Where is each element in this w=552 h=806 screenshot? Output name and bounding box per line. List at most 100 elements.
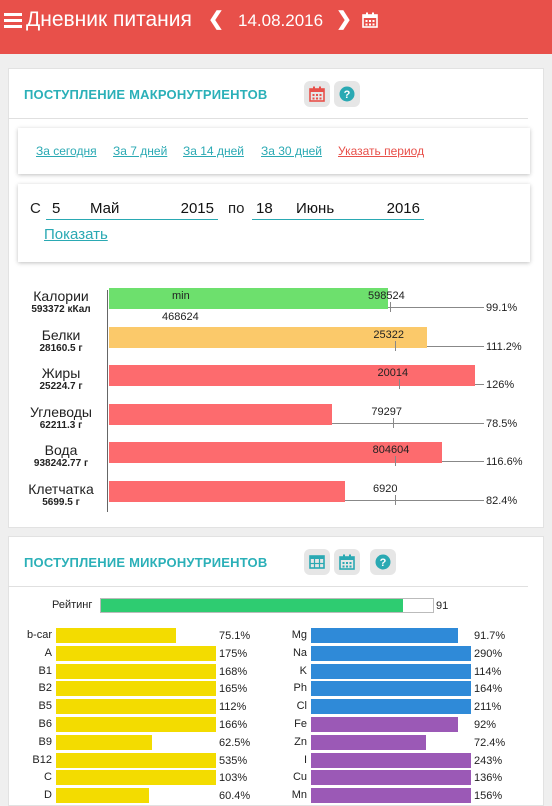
micro-name: Mg: [291, 629, 307, 641]
micro-row: Mg 91.7%: [0, 628, 552, 643]
macronutrients-header: ПОСТУПЛЕНИЕ МАКРОНУТРИЕНТОВ ?: [8, 69, 528, 119]
show-link[interactable]: Показать: [44, 226, 108, 243]
norm-tick: [394, 456, 396, 466]
micro-row: Na 290%: [0, 645, 552, 661]
to-label: по: [228, 200, 245, 217]
micronutrients-title: ПОСТУПЛЕНИЕ МИКРОНУТРИЕНТОВ: [24, 555, 268, 570]
micro-row: Cl 211%: [0, 699, 552, 715]
macro-value: 593372 кКал: [31, 304, 91, 315]
micro-row: Zn 72.4%: [0, 734, 552, 750]
chevron-right-icon[interactable]: ❯: [336, 9, 352, 30]
macro-value: 5699.5 г: [42, 496, 80, 508]
rating-label: Рейтинг: [52, 599, 93, 611]
macro-name: Белки: [41, 326, 81, 343]
norm-value: 25322: [373, 328, 404, 341]
help-button[interactable]: ?: [370, 549, 396, 575]
micro-row: B9 62.5%: [0, 734, 552, 750]
micronutrients-header: ПОСТУПЛЕНИЕ МИКРОНУТРИЕНТОВ ?: [8, 537, 528, 587]
macro-row: Жиры 25224.7 г 20014 126%: [16, 365, 536, 401]
calendar-button[interactable]: [304, 81, 330, 107]
micro-name: Mn: [291, 789, 307, 802]
from-year-field[interactable]: 2015: [168, 200, 218, 220]
micro-percent: 168%: [219, 665, 248, 678]
micro-percent: 166%: [219, 719, 248, 731]
norm-tick: [393, 417, 395, 428]
micro-name: I: [303, 753, 307, 766]
macro-row: Белки 28160.5 г 25322 111.2%: [16, 326, 536, 363]
micro-name: D: [44, 789, 52, 802]
micro-row: A 175%: [0, 645, 552, 661]
period-30-days-link[interactable]: За 30 дней: [261, 144, 322, 158]
micro-percent: 243%: [474, 754, 503, 767]
macro-value: 28160.5 г: [39, 342, 83, 354]
question-icon: ?: [339, 86, 355, 102]
micro-bar: [56, 770, 216, 786]
macro-bar: [109, 288, 388, 309]
to-day-field[interactable]: 18: [252, 200, 292, 220]
micro-name: Fe: [294, 718, 307, 730]
period-14-days-link[interactable]: За 14 дней: [183, 144, 244, 158]
micro-percent: 165%: [219, 683, 248, 696]
to-year-field[interactable]: 2016: [372, 200, 424, 220]
macro-row: Калории 593372 кКал 598524 99.1% min 468624: [16, 288, 536, 324]
micro-name: B6: [38, 718, 52, 730]
micro-percent: 535%: [219, 754, 248, 767]
from-day-field[interactable]: 5: [46, 200, 86, 220]
help-button[interactable]: ?: [334, 81, 360, 107]
macro-percent: 111.2%: [486, 340, 522, 353]
period-panel: За сегодня За 7 дней За 14 дней За 30 дн…: [18, 128, 530, 174]
macro-bar: [109, 365, 475, 386]
custom-period-link[interactable]: Указать период: [338, 144, 425, 158]
micro-name: B9: [38, 735, 52, 748]
micro-name: b-car: [26, 629, 52, 641]
micro-row: Mn 156%: [0, 788, 552, 804]
norm-tick: [399, 379, 401, 389]
calendar-icon[interactable]: [362, 12, 378, 28]
rating-value: 91: [436, 600, 449, 612]
calendar-button[interactable]: [334, 549, 360, 575]
chevron-left-icon[interactable]: ❮: [208, 9, 224, 30]
micro-bar: [311, 663, 471, 679]
micro-name: Cl: [296, 700, 307, 713]
micro-bar: [311, 752, 471, 768]
micro-name: B12: [32, 753, 52, 766]
app-title: Дневник питания: [26, 8, 192, 31]
from-label: С: [30, 200, 41, 217]
macro-percent: 99.1%: [486, 302, 518, 314]
micro-name: Ph: [293, 682, 307, 695]
norm-value: 20014: [377, 367, 409, 379]
micro-name: K: [299, 664, 307, 677]
micro-name: Cu: [292, 771, 307, 784]
calendar-icon: [339, 554, 355, 570]
micro-bar: [56, 699, 216, 715]
period-today-link[interactable]: За сегодня: [36, 144, 97, 158]
micro-percent: 75.1%: [219, 630, 251, 642]
date-range-panel: С 5 Май 2015 по 18 Июнь 2016 Показать: [18, 184, 530, 262]
micro-row: Fe 92%: [0, 717, 552, 732]
from-month-field[interactable]: Май: [86, 200, 168, 220]
macro-percent: 126%: [486, 379, 515, 391]
period-7-days-link[interactable]: За 7 дней: [113, 144, 168, 158]
macronutrients-title: ПОСТУПЛЕНИЕ МАКРОНУТРИЕНТОВ: [24, 87, 268, 102]
micro-percent: 60.4%: [219, 790, 251, 803]
micro-percent: 114%: [474, 665, 502, 678]
micro-bar: [311, 699, 471, 715]
micro-bar: [56, 663, 216, 679]
norm-value: 598524: [368, 290, 405, 302]
macro-bar: [109, 326, 428, 348]
micro-percent: 103%: [219, 772, 248, 785]
to-month-field[interactable]: Июнь: [292, 200, 372, 220]
norm-tick: [390, 302, 392, 312]
macro-name: Клетчатка: [28, 480, 94, 497]
micro-name: Zn: [294, 735, 307, 748]
micro-bar: [311, 770, 471, 786]
menu-icon[interactable]: [4, 10, 22, 30]
table-button[interactable]: [304, 549, 330, 575]
micro-name: C: [44, 771, 52, 784]
micro-name: A: [44, 646, 52, 659]
micro-bar: [311, 788, 471, 804]
macro-percent: 116.6%: [486, 456, 523, 468]
macro-percent: 78.5%: [486, 417, 518, 430]
macro-bar: [109, 480, 345, 502]
macro-name: Вода: [44, 442, 78, 458]
